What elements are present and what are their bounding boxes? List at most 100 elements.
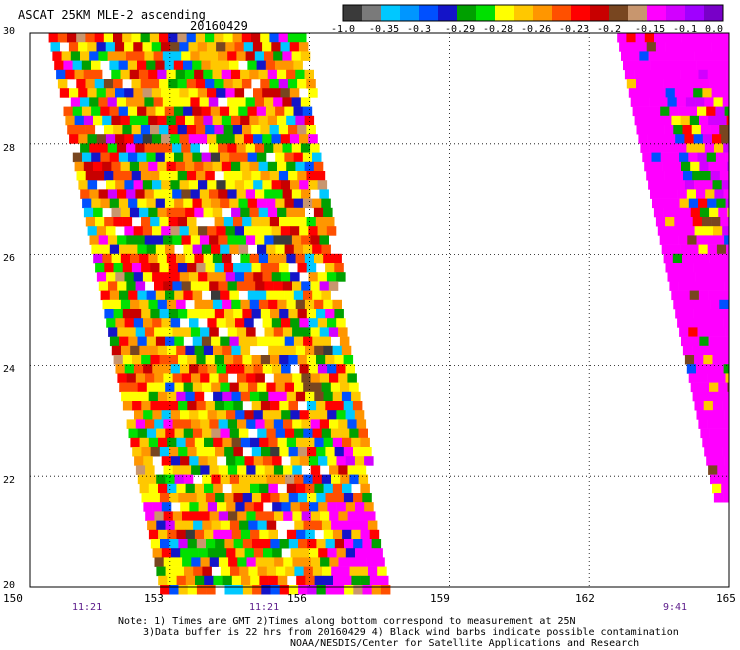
swath-cell (710, 299, 720, 310)
swath-cell (658, 97, 668, 107)
swath-cell (647, 134, 658, 144)
swath-cell (120, 207, 131, 218)
swath-cell (176, 437, 186, 448)
swath-cell (700, 125, 711, 135)
swath-cell (168, 79, 178, 89)
swath-cell (645, 125, 656, 135)
swath-cell (340, 382, 350, 393)
swath-cell (338, 373, 348, 383)
swath-cell (247, 106, 257, 117)
swath-cell (269, 79, 279, 89)
swath-cell (282, 51, 292, 61)
swath-cell (244, 456, 254, 466)
swath-cell (122, 355, 133, 365)
swath-cell (65, 115, 75, 126)
swath-cell (301, 189, 311, 199)
swath-cell (288, 585, 299, 595)
swath-cell (120, 115, 131, 126)
swath-cell (280, 272, 291, 282)
swath-cell (288, 355, 298, 365)
swath-cell (711, 217, 721, 227)
swath-cell (242, 171, 252, 181)
swath-cell (181, 373, 192, 383)
swath-cell (205, 125, 215, 135)
swath-cell (204, 529, 214, 540)
swath-cell (104, 171, 114, 181)
map-date: 20160429 (190, 19, 248, 33)
swath-cell (282, 189, 293, 199)
swath-cell (674, 88, 685, 98)
swath-cell (286, 345, 297, 356)
swath-cell (196, 447, 207, 457)
swath-cell (244, 548, 255, 558)
swath-cell (120, 253, 131, 264)
swath-cell (699, 207, 710, 218)
swath-cell (277, 345, 287, 356)
swath-cell (138, 69, 149, 80)
swath-cell (288, 125, 298, 135)
swath-cell (170, 180, 180, 190)
colorbar-swatch (628, 5, 648, 21)
lon-label-162: 162 (575, 592, 595, 605)
swath-cell (194, 437, 205, 448)
swath-cell (200, 373, 210, 383)
swath-cell (301, 373, 311, 383)
swath-cell (248, 474, 258, 485)
swath-cell (154, 419, 164, 429)
swath-cell (717, 161, 728, 172)
swath-cell (143, 410, 153, 420)
swath-cell (137, 152, 147, 163)
swath-cell (349, 566, 360, 577)
swath-cell (132, 309, 142, 319)
swath-cell (306, 79, 316, 89)
swath-cell (303, 474, 313, 485)
swath-cell (213, 575, 223, 586)
swath-cell (715, 327, 726, 337)
swath-cell (272, 548, 282, 558)
swath-cell (249, 207, 259, 218)
swath-cell (109, 290, 120, 301)
swath-cell (694, 51, 705, 61)
lon-label-165: 165 (716, 592, 736, 605)
swath-cell (146, 198, 156, 209)
swath-cell (289, 42, 300, 52)
swath-cell (710, 171, 721, 181)
swath-cell (714, 189, 724, 199)
swath-cell (727, 33, 729, 43)
swath-cell (250, 437, 260, 448)
swath-cell (179, 364, 190, 374)
swath-cell (172, 419, 183, 429)
graticule (30, 33, 729, 587)
swath-cell (233, 309, 243, 319)
swath-cell (640, 143, 650, 153)
swath-cell (338, 557, 348, 567)
swath-cell (172, 465, 183, 475)
swath-cell (211, 382, 221, 393)
swath-cell (81, 106, 92, 117)
swath-cell (661, 198, 671, 209)
swath-cell (111, 115, 121, 126)
swath-cell (131, 263, 142, 273)
swath-cell (360, 483, 370, 494)
swath-cell (215, 539, 225, 549)
swath-cell (122, 171, 132, 181)
swath-cell (299, 226, 309, 236)
swath-cell (224, 539, 234, 549)
swath-cell (131, 33, 141, 43)
swath-cell (178, 539, 188, 549)
swath-cell (258, 207, 269, 218)
swath-cell (377, 566, 387, 577)
swath-cell (78, 180, 88, 190)
swath-cell (270, 585, 280, 595)
swath-cell (291, 143, 302, 153)
swath-cell (253, 456, 264, 466)
swath-cell (684, 180, 695, 190)
swath-cell (85, 171, 96, 181)
swath-cell (327, 456, 337, 466)
swath-cell (709, 382, 719, 393)
swath-cell (305, 437, 315, 448)
swath-cell (300, 143, 311, 153)
swath-cell (279, 493, 289, 503)
swath-cell (226, 410, 236, 420)
swath-cell (310, 419, 321, 429)
